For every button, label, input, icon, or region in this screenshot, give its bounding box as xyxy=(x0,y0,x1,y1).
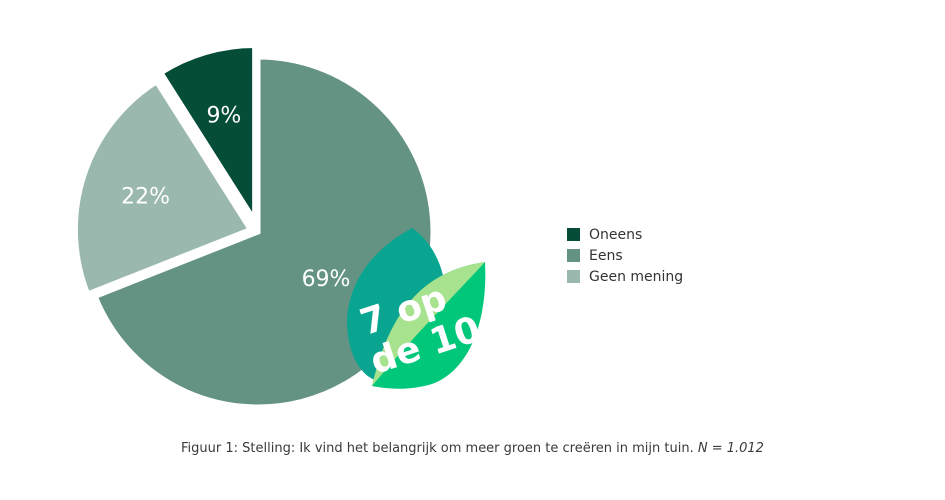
pie-label-eens: 69% xyxy=(302,267,351,292)
legend-label-geen-mening: Geen mening xyxy=(589,268,684,285)
chart-legend: Oneens Eens Geen mening xyxy=(567,224,683,287)
legend-item-oneens: Oneens xyxy=(567,224,683,245)
legend-item-eens: Eens xyxy=(567,245,683,266)
legend-swatch-eens xyxy=(567,249,580,262)
caption-text: Figuur 1: Stelling: Ik vind het belangri… xyxy=(181,441,698,456)
legend-swatch-oneens xyxy=(567,228,580,241)
badge-front-leaf xyxy=(372,262,486,389)
legend-item-geen-mening: Geen mening xyxy=(567,266,683,287)
figure-caption: Figuur 1: Stelling: Ik vind het belangri… xyxy=(0,441,945,456)
pie-slice-geen-mening xyxy=(72,78,255,298)
pie-label-oneens: 9% xyxy=(206,104,241,129)
legend-label-oneens: Oneens xyxy=(589,226,643,243)
legend-label-eens: Eens xyxy=(589,247,623,264)
caption-sample-size: N = 1.012 xyxy=(697,441,764,456)
badge-front-leaf-highlight xyxy=(372,262,485,386)
seven-of-ten-badge: 7 op de 10 xyxy=(347,228,485,389)
pie-slice-oneens xyxy=(157,42,258,230)
legend-swatch-geen-mening xyxy=(567,270,580,283)
pie-labels: 69% 22% 9% xyxy=(121,104,350,293)
pie-label-geen-mening: 22% xyxy=(121,184,170,209)
